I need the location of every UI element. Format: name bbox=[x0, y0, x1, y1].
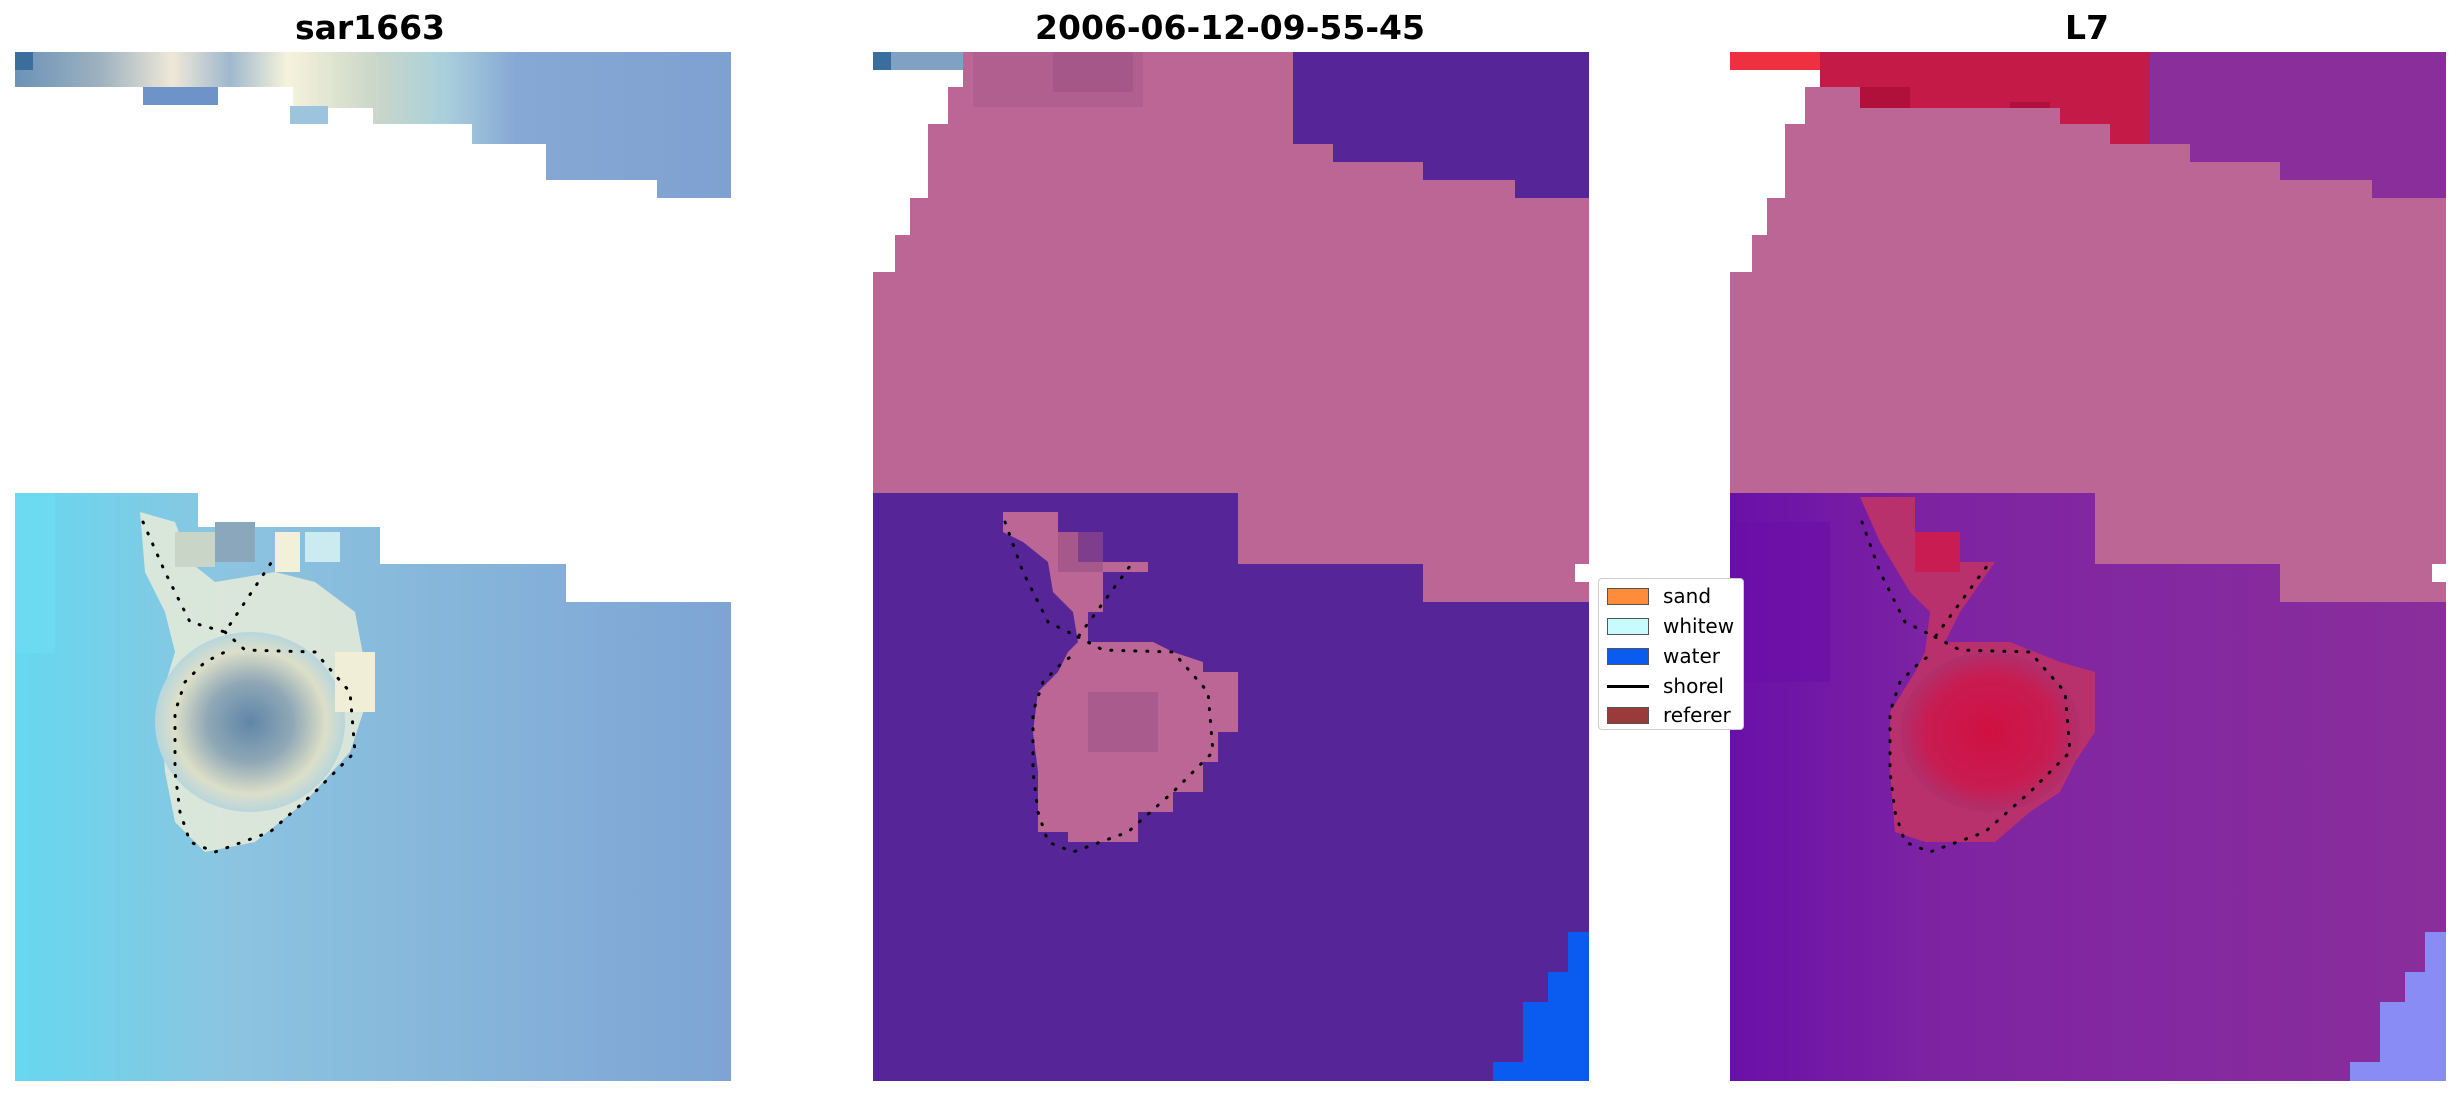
legend-item-whitewater: whitew bbox=[1607, 614, 1734, 638]
rgb-image bbox=[15, 52, 731, 1081]
legend: sand whitew water shorel referer bbox=[1598, 578, 1744, 730]
title-index-panel: L7 bbox=[2065, 8, 2109, 47]
legend-item-water: water bbox=[1607, 644, 1720, 668]
water-swatch-icon bbox=[1607, 647, 1649, 665]
rgb-image-panel bbox=[15, 52, 731, 1081]
legend-item-reference: referer bbox=[1607, 703, 1731, 727]
classified-image bbox=[873, 52, 1589, 1081]
title-classified-panel: 2006-06-12-09-55-45 bbox=[1035, 8, 1425, 47]
classified-image-panel bbox=[873, 52, 1589, 1081]
legend-item-shoreline: shorel bbox=[1607, 674, 1724, 698]
shoreline-path bbox=[141, 520, 357, 854]
title-rgb-panel: sar1663 bbox=[294, 8, 446, 47]
legend-item-sand: sand bbox=[1607, 584, 1711, 608]
reference-swatch-icon bbox=[1607, 706, 1649, 724]
shoreline-line-icon bbox=[1607, 684, 1649, 688]
whitewater-swatch-icon bbox=[1607, 617, 1649, 635]
index-image-panel bbox=[1730, 52, 2446, 1081]
index-image bbox=[1730, 52, 2446, 1081]
sand-swatch-icon bbox=[1607, 587, 1649, 605]
